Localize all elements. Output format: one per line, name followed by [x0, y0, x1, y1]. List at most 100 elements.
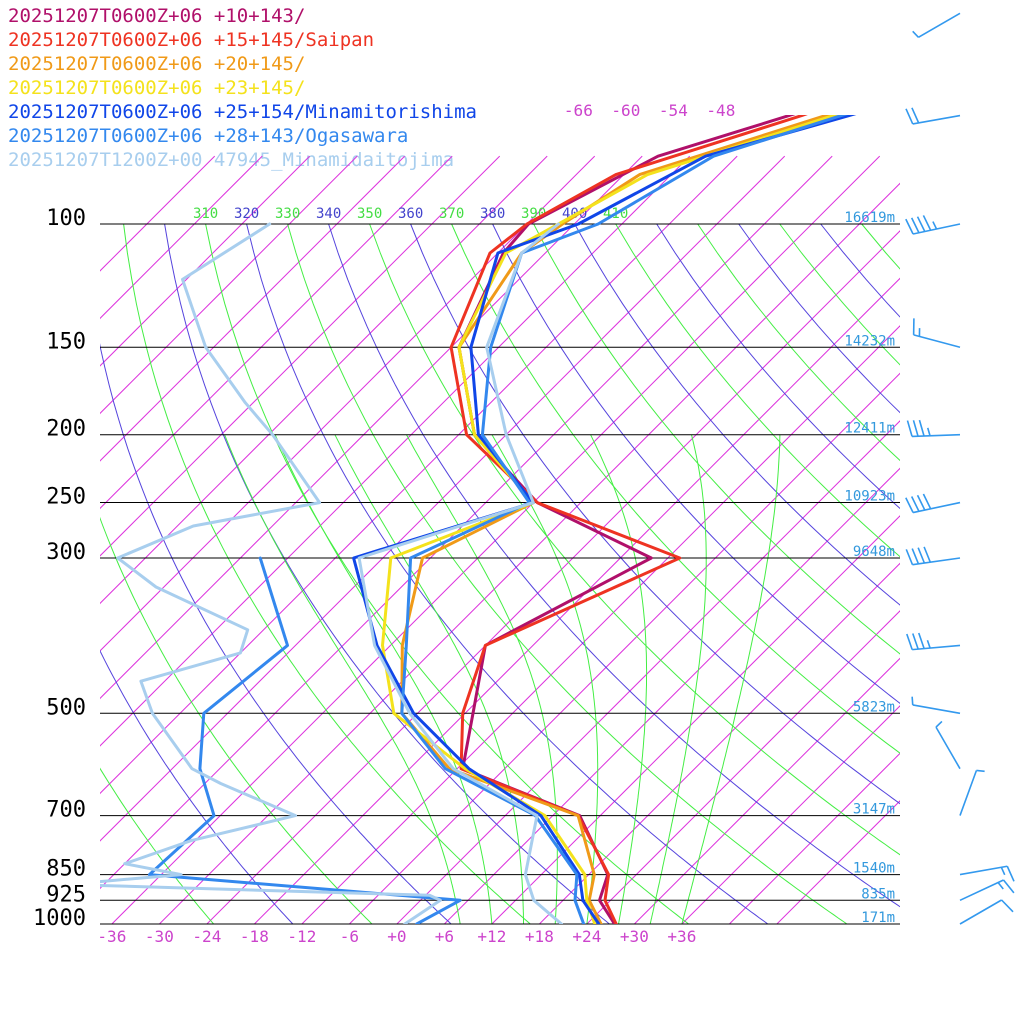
theta-label: 380 [480, 206, 505, 222]
height-label: 835m [861, 886, 895, 902]
isotherm-line [254, 277, 900, 924]
wind-barb [906, 419, 961, 438]
pressure-tick-label: 250 [46, 485, 86, 510]
wind-barb [959, 899, 1014, 925]
sounding-profiles [100, 115, 857, 924]
theta-label: 370 [439, 206, 464, 222]
legend-entry: 20251207T0600Z+06 +15+145/Saipan [8, 29, 375, 51]
isotherm-line [301, 325, 900, 924]
dry-adiabat-line [246, 223, 769, 924]
isotherm-line [100, 155, 406, 462]
temperature-tick-label: +36 [667, 927, 696, 946]
temperature-profile-6 [357, 222, 563, 924]
temperature-profile-3 [381, 115, 840, 924]
dry-adiabat-line [861, 223, 900, 270]
pressure-tick-label: 200 [46, 417, 86, 442]
dry-adiabat-line [656, 223, 900, 510]
wind-barb [912, 318, 961, 349]
pressure-tick-label: 925 [46, 882, 86, 907]
isotherm-line [206, 230, 900, 924]
height-label: 16619m [844, 210, 895, 226]
isotherm-line [100, 155, 643, 700]
wind-barb [959, 865, 1015, 882]
dewpoint-profile-5 [147, 556, 462, 924]
pressure-tick-label: 700 [46, 798, 86, 823]
moist-adiabat-line [681, 434, 781, 924]
pressure-tick-label: 100 [46, 206, 86, 231]
dry-adiabat-line [492, 223, 900, 704]
dewpoint-profile-6 [100, 222, 442, 924]
temperature-tick-label: +6 [435, 927, 454, 946]
legend-entry: 20251207T0600Z+06 +20+145/ [8, 53, 306, 75]
legend-entry: 20251207T0600Z+06 +28+143/Ogasawara [8, 125, 409, 147]
isotherm-label: -66 [564, 101, 593, 120]
moist-adiabat-line [274, 434, 493, 924]
wind-barb [905, 107, 961, 125]
wind-barb [905, 215, 961, 235]
height-label: 3147m [853, 802, 895, 818]
moist-adiabat-line [224, 434, 461, 924]
pressure-tick-label: 150 [46, 329, 86, 354]
wind-barb [906, 632, 961, 651]
moist-adiabat-line [406, 434, 558, 924]
pressure-tick-label: 850 [46, 857, 86, 882]
legend: 20251207T0600Z+06 +10+143/20251207T0600Z… [8, 4, 477, 172]
isotherm-line [100, 155, 596, 652]
moist-adiabat-line [590, 434, 648, 924]
dry-adiabat-line [615, 223, 900, 558]
isotherm-line [729, 752, 900, 924]
temperature-tick-label: +24 [572, 927, 601, 946]
dry-adiabat-line [410, 223, 900, 805]
isotherm-line [100, 155, 738, 795]
temperature-tick-label: -18 [240, 927, 269, 946]
moist-adiabat-line [491, 434, 599, 924]
isotherm-line [100, 155, 501, 557]
isotherm-line [100, 155, 691, 747]
dry-adiabat-line [287, 223, 848, 924]
isotherm-line [776, 800, 900, 924]
wind-barb [935, 720, 961, 770]
isotherm-line [586, 610, 900, 924]
height-label: 12411m [844, 421, 895, 437]
isotherm-line [100, 155, 453, 510]
temperature-tick-label: -6 [340, 927, 359, 946]
height-label: 9648m [853, 544, 895, 560]
theta-label: 310 [193, 206, 218, 222]
legend-entry: 20251207T0600Z+06 +25+154/Minamitorishim… [8, 101, 477, 123]
theta-label: 340 [316, 206, 341, 222]
isotherm-line [111, 155, 881, 924]
isotherm-line [100, 155, 263, 320]
isotherm-line [444, 467, 900, 924]
isotherm-line [681, 705, 900, 924]
pressure-tick-label: 300 [46, 540, 86, 565]
moist-adiabat-line [334, 434, 524, 924]
legend-entry: 20251207T1200Z+00 47945_Minamidaitojima [8, 149, 455, 171]
temperature-profile-4 [352, 115, 857, 924]
dry-adiabat-line [820, 223, 900, 318]
temperature-tick-label: +0 [387, 927, 406, 946]
wind-barbs [905, 12, 1015, 925]
theta-label: 320 [234, 206, 259, 222]
isotherm-line [539, 562, 900, 924]
isotherm-label: -60 [611, 101, 640, 120]
wind-barb [905, 493, 961, 514]
temperature-tick-label: +30 [620, 927, 649, 946]
isotherm-line [396, 420, 900, 924]
isotherm-line [100, 155, 786, 842]
wind-barb [959, 879, 1015, 902]
temperature-tick-label: -24 [192, 927, 221, 946]
wind-barb [959, 769, 985, 816]
isotherm-line [100, 155, 216, 272]
isotherm-line [491, 515, 900, 924]
temperature-tick-label: -36 [97, 927, 126, 946]
dry-adiabat-line [779, 223, 900, 366]
wind-barb [911, 696, 961, 715]
temperature-tick-label: -30 [145, 927, 174, 946]
height-label: 14232m [844, 333, 895, 349]
isotherm-line [634, 657, 900, 924]
dry-adiabat-line [100, 767, 214, 924]
wind-barb [912, 12, 961, 38]
pressure-tick-label: 500 [46, 695, 86, 720]
